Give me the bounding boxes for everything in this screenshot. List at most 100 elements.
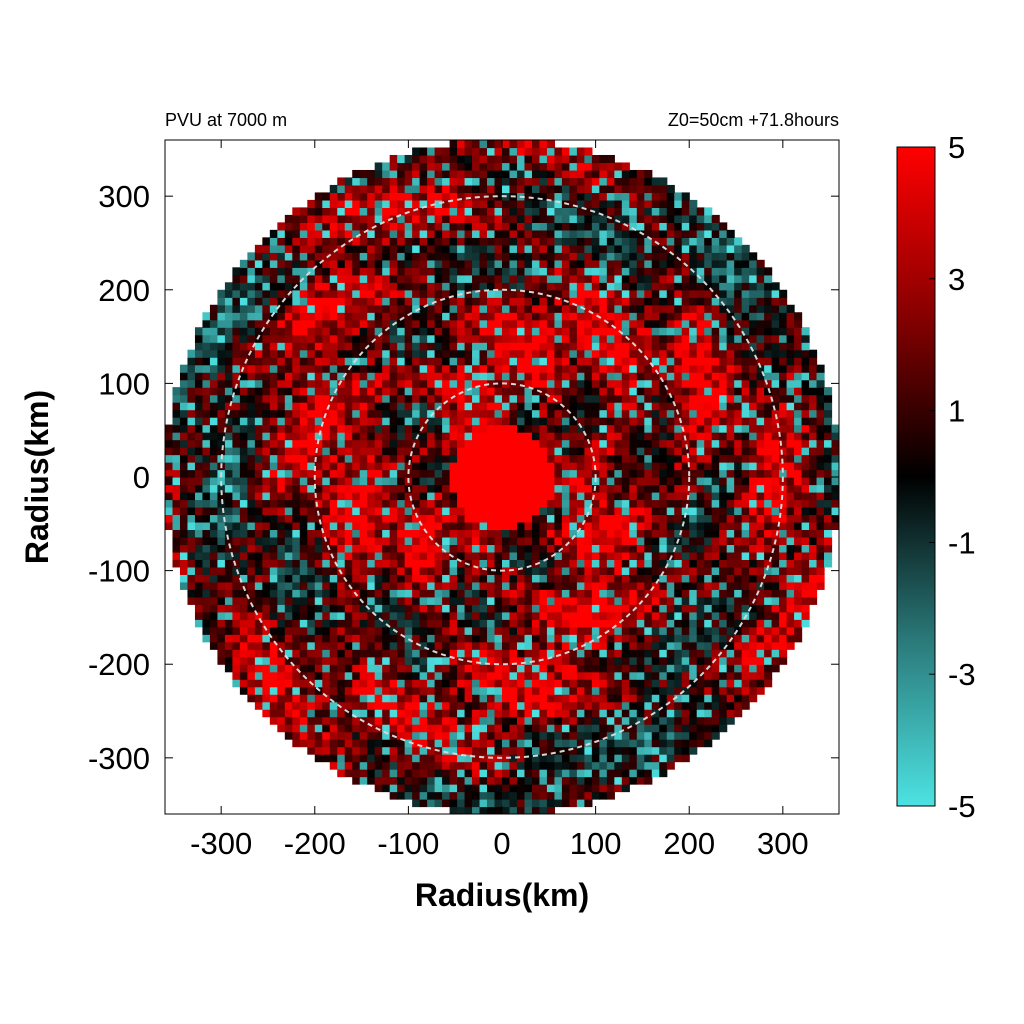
- heatmap-cell: [786, 379, 795, 388]
- heatmap-cell: [307, 634, 316, 643]
- heatmap-cell: [621, 656, 630, 665]
- heatmap-cell: [719, 521, 728, 531]
- heatmap-cell: [337, 342, 346, 351]
- heatmap-cell: [831, 491, 839, 501]
- heatmap-cell: [269, 641, 278, 650]
- heatmap-cell: [397, 589, 406, 598]
- heatmap-cell: [322, 701, 331, 710]
- heatmap-cell: [606, 626, 615, 635]
- heatmap-cell: [194, 424, 204, 433]
- heatmap-cell: [524, 551, 533, 560]
- heatmap-cell: [539, 364, 548, 373]
- heatmap-cell: [224, 387, 233, 396]
- heatmap-cell: [374, 656, 383, 665]
- heatmap-cell: [546, 671, 556, 680]
- heatmap-cell: [464, 761, 473, 770]
- heatmap-cell: [457, 521, 466, 531]
- heatmap-cell: [209, 574, 219, 583]
- heatmap-cell: [502, 469, 511, 478]
- heatmap-cell: [524, 709, 533, 718]
- heatmap-cell: [464, 709, 473, 718]
- heatmap-cell: [179, 424, 189, 433]
- heatmap-cell: [299, 521, 308, 531]
- heatmap-cell: [352, 769, 361, 778]
- heatmap-cell: [202, 447, 211, 456]
- heatmap-cell: [202, 327, 211, 336]
- heatmap-cell: [329, 566, 338, 575]
- heatmap-cell: [382, 596, 391, 605]
- heatmap-cell: [509, 469, 518, 478]
- heatmap-cell: [689, 454, 698, 463]
- heatmap-cell: [801, 387, 810, 396]
- heatmap-cell: [621, 776, 630, 785]
- heatmap-cell: [756, 521, 765, 531]
- heatmap-cell: [516, 641, 526, 650]
- heatmap-cell: [374, 761, 383, 770]
- heatmap-cell: [531, 604, 541, 613]
- heatmap-cell: [367, 739, 376, 748]
- heatmap-cell: [412, 499, 421, 508]
- heatmap-cell: [546, 491, 556, 501]
- heatmap-cell: [674, 671, 683, 680]
- heatmap-cell: [569, 739, 578, 748]
- heatmap-cell: [696, 619, 705, 628]
- heatmap-cell: [719, 716, 728, 725]
- heatmap-cell: [569, 761, 578, 770]
- heatmap-cell: [442, 349, 451, 358]
- heatmap-cell: [314, 544, 323, 553]
- heatmap-cell: [786, 432, 795, 441]
- heatmap-cell: [479, 634, 488, 643]
- heatmap-cell: [502, 619, 511, 628]
- heatmap-cell: [614, 521, 623, 531]
- heatmap-cell: [681, 611, 690, 620]
- heatmap-cell: [614, 424, 623, 433]
- heatmap-cell: [794, 387, 803, 396]
- heatmap-cell: [651, 581, 660, 590]
- heatmap-cell: [239, 656, 248, 665]
- heatmap-cell: [576, 529, 585, 538]
- heatmap-cell: [681, 379, 690, 388]
- heatmap-cell: [749, 387, 758, 396]
- heatmap-cell: [412, 641, 421, 650]
- heatmap-cell: [457, 769, 466, 778]
- heatmap-cell: [389, 372, 398, 381]
- heatmap-cell: [449, 364, 458, 373]
- heatmap-cell: [367, 499, 376, 508]
- heatmap-cell: [442, 477, 451, 486]
- heatmap-cell: [217, 319, 226, 328]
- heatmap-cell: [659, 754, 668, 763]
- heatmap-cell: [412, 491, 421, 501]
- heatmap-cell: [539, 746, 548, 755]
- heatmap-cell: [524, 664, 533, 673]
- heatmap-cell: [509, 514, 518, 523]
- heatmap-cell: [726, 409, 735, 418]
- heatmap-cell: [217, 596, 226, 605]
- heatmap-cell: [172, 424, 181, 433]
- heatmap-cell: [636, 664, 645, 673]
- heatmap-cell: [419, 724, 428, 733]
- heatmap-cell: [561, 784, 570, 793]
- heatmap-cell: [771, 641, 780, 650]
- heatmap-cell: [232, 462, 241, 471]
- heatmap-cell: [397, 364, 406, 373]
- heatmap-cell: [217, 402, 226, 411]
- heatmap-cell: [644, 491, 653, 501]
- heatmap-cell: [516, 589, 526, 598]
- heatmap-cell: [344, 387, 353, 396]
- heatmap-cell: [269, 581, 278, 590]
- heatmap-cell: [629, 357, 638, 366]
- heatmap-cell: [419, 709, 428, 718]
- heatmap-cell: [247, 424, 256, 433]
- heatmap-cell: [569, 679, 578, 688]
- heatmap-cell: [382, 754, 391, 763]
- heatmap-cell: [479, 596, 488, 605]
- heatmap-cell: [352, 529, 361, 538]
- heatmap-cell: [487, 342, 496, 351]
- heatmap-cell: [719, 439, 728, 448]
- heatmap-cell: [224, 596, 233, 605]
- heatmap-cell: [397, 432, 406, 441]
- heatmap-cell: [599, 701, 608, 710]
- heatmap-cell: [359, 349, 368, 358]
- heatmap-cell: [397, 491, 406, 501]
- heatmap-cell: [636, 559, 645, 568]
